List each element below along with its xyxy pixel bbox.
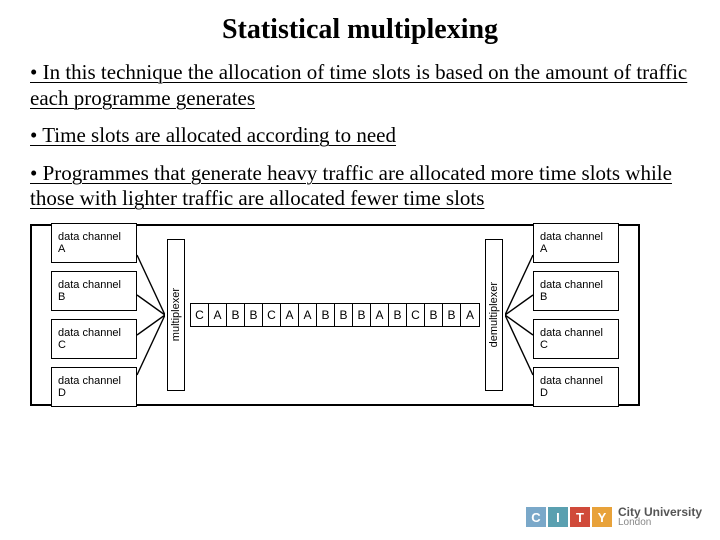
multiplexing-diagram: data channel A data channel B data chann…: [37, 231, 633, 399]
slot: B: [227, 304, 245, 326]
slot: C: [191, 304, 209, 326]
logo-letter-i: I: [548, 507, 568, 527]
slot: A: [371, 304, 389, 326]
slot: B: [245, 304, 263, 326]
bullet-3: • Programmes that generate heavy traffic…: [30, 161, 690, 212]
right-channel-column: data channel A data channel B data chann…: [533, 223, 619, 407]
multiplexer-label: multiplexer: [170, 288, 182, 341]
slot: B: [443, 304, 461, 326]
diagram-frame: data channel A data channel B data chann…: [30, 224, 640, 406]
city-university-logo: C I T Y City University London: [526, 506, 702, 528]
slide-title: Statistical multiplexing: [30, 14, 690, 46]
logo-letter-y: Y: [592, 507, 612, 527]
bullet-2: • Time slots are allocated according to …: [30, 123, 690, 149]
slot: C: [407, 304, 425, 326]
right-channel-c: data channel C: [533, 319, 619, 359]
slot: B: [317, 304, 335, 326]
slot: B: [335, 304, 353, 326]
slot: B: [389, 304, 407, 326]
logo-text: City University London: [618, 506, 702, 528]
right-channel-b: data channel B: [533, 271, 619, 311]
logo-letter-c: C: [526, 507, 546, 527]
left-channel-b: data channel B: [51, 271, 137, 311]
bullet-1: • In this technique the allocation of ti…: [30, 60, 690, 111]
slot: A: [209, 304, 227, 326]
logo-squares: C I T Y: [526, 507, 612, 527]
logo-letter-t: T: [570, 507, 590, 527]
slot: C: [263, 304, 281, 326]
right-diverge-lines: [505, 239, 533, 391]
slot: B: [425, 304, 443, 326]
right-channel-a: data channel A: [533, 223, 619, 263]
left-channel-c: data channel C: [51, 319, 137, 359]
slot: A: [281, 304, 299, 326]
slot: A: [299, 304, 317, 326]
left-converge-lines: [137, 239, 165, 391]
left-channel-d: data channel D: [51, 367, 137, 407]
demultiplexer-label: demultiplexer: [488, 282, 500, 347]
demultiplexer-box: demultiplexer: [485, 239, 503, 391]
left-channel-a: data channel A: [51, 223, 137, 263]
slot: B: [353, 304, 371, 326]
slot: A: [461, 304, 479, 326]
multiplexer-box: multiplexer: [167, 239, 185, 391]
time-slot-row: C A B B C A A B B B A B C B B A: [190, 303, 480, 327]
left-channel-column: data channel A data channel B data chann…: [51, 223, 137, 407]
logo-line2: London: [618, 518, 702, 528]
right-channel-d: data channel D: [533, 367, 619, 407]
